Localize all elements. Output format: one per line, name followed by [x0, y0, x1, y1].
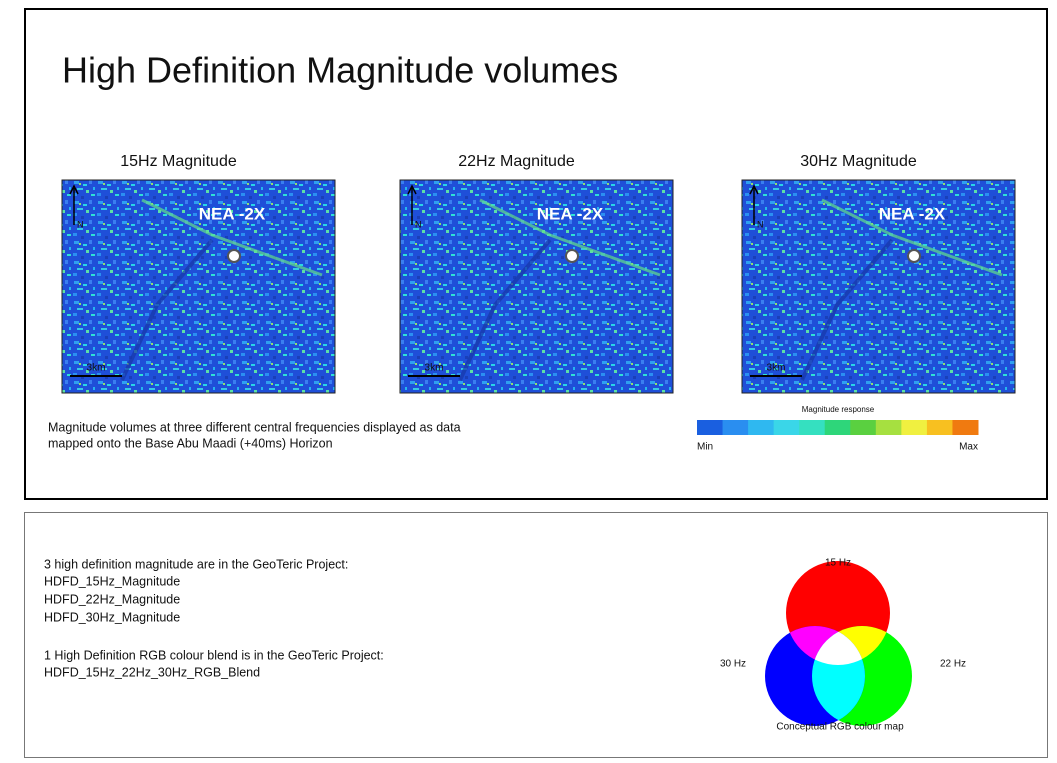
note-line: 1 High Definition RGB colour blend is in… [44, 648, 384, 662]
colorbar-swatch [697, 420, 723, 435]
panel-title: 30Hz Magnitude [800, 153, 917, 170]
colorbar-swatch [723, 420, 749, 435]
page: High Definition Magnitude volumes 15Hz M… [0, 0, 1057, 763]
caption-line: Magnitude volumes at three different cen… [48, 420, 461, 434]
note-line: HDFD_30Hz_Magnitude [44, 610, 180, 624]
panel-title: 22Hz Magnitude [458, 153, 575, 170]
well-label: NEA -2X [199, 204, 266, 223]
scale-label: 3km [767, 363, 786, 374]
colorbar-max: Max [959, 442, 978, 453]
colorbar-swatch [748, 420, 774, 435]
colorbar-swatch [952, 420, 978, 435]
slide: High Definition Magnitude volumes 15Hz M… [0, 0, 1057, 763]
note-line: HDFD_15Hz_22Hz_30Hz_RGB_Blend [44, 665, 260, 679]
north-label: N [757, 219, 764, 229]
well-label: NEA -2X [879, 204, 946, 223]
panel-title: 15Hz Magnitude [120, 153, 237, 170]
colorbar-swatch [825, 420, 851, 435]
colorbar-swatch [876, 420, 902, 435]
north-label: N [415, 219, 422, 229]
north-label: N [77, 219, 84, 229]
colorbar-swatch [927, 420, 953, 435]
note-line: HDFD_15Hz_Magnitude [44, 574, 180, 588]
slide-title: High Definition Magnitude volumes [62, 50, 618, 91]
scale-label: 3km [425, 363, 444, 374]
green-label: 22 Hz [940, 659, 966, 670]
note-line: 3 high definition magnitude are in the G… [44, 557, 348, 571]
well-label: NEA -2X [537, 204, 604, 223]
well-marker [566, 250, 578, 262]
colorbar-title: Magnitude response [802, 405, 875, 414]
well-marker [908, 250, 920, 262]
colorbar-swatch [799, 420, 825, 435]
colorbar-swatch [774, 420, 800, 435]
rgb-caption: Conceptual RGB colour map [776, 722, 904, 733]
note-line: HDFD_22Hz_Magnitude [44, 592, 180, 606]
rgb-diagram [765, 561, 912, 726]
caption-line: mapped onto the Base Abu Maadi (+40ms) H… [48, 436, 333, 450]
colorbar-min: Min [697, 442, 713, 453]
colorbar-swatch [901, 420, 927, 435]
scale-label: 3km [87, 363, 106, 374]
red-label: 15 Hz [825, 558, 851, 569]
well-marker [228, 250, 240, 262]
colorbar-swatch [850, 420, 876, 435]
blue-label: 30 Hz [720, 659, 746, 670]
